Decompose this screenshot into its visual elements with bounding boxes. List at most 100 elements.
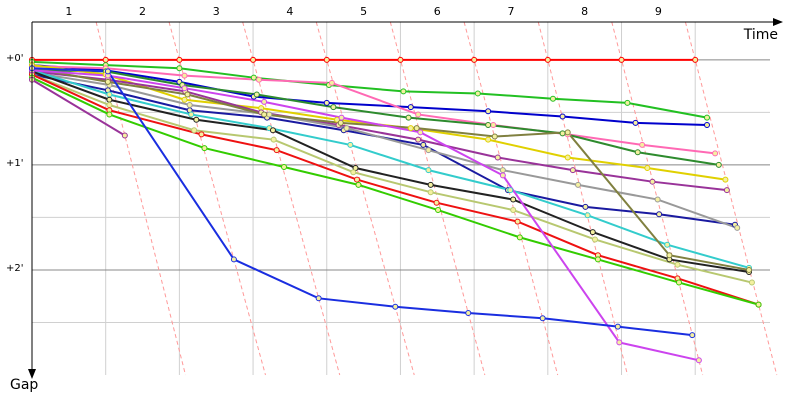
- data-point: [392, 303, 399, 310]
- data-point: [499, 167, 506, 174]
- data-point: [634, 149, 641, 156]
- data-point: [559, 130, 566, 137]
- data-point: [564, 154, 571, 161]
- series-line: [31, 60, 708, 119]
- data-point: [485, 108, 492, 115]
- data-point: [491, 133, 498, 140]
- data-point: [261, 111, 268, 118]
- series-line: [31, 73, 759, 306]
- data-point: [748, 279, 755, 286]
- data-point: [188, 111, 195, 118]
- data-point: [230, 256, 237, 263]
- data-point: [666, 252, 673, 259]
- data-point: [186, 101, 193, 108]
- data-point: [353, 176, 360, 183]
- data-point: [407, 125, 414, 132]
- lap-line: [389, 21, 486, 376]
- data-point: [106, 91, 113, 98]
- x-tick-label: 2: [139, 5, 146, 18]
- data-point: [104, 78, 111, 85]
- data-point: [516, 234, 523, 241]
- data-point: [255, 76, 262, 83]
- data-point: [514, 218, 521, 225]
- data-point: [499, 172, 506, 179]
- data-point: [745, 266, 752, 273]
- data-point: [433, 199, 440, 206]
- data-point: [471, 56, 478, 63]
- data-point: [413, 125, 420, 132]
- data-point: [654, 196, 661, 203]
- data-point: [281, 163, 288, 170]
- data-point: [539, 315, 546, 322]
- x-tick-label: 6: [434, 5, 441, 18]
- data-point: [656, 211, 663, 218]
- series-line: [31, 70, 750, 274]
- x-tick-label: 3: [213, 5, 220, 18]
- series-line: [31, 78, 126, 137]
- data-point: [106, 96, 113, 103]
- data-point: [589, 229, 596, 236]
- x-tick-label: 5: [360, 5, 367, 18]
- data-point: [338, 114, 345, 121]
- data-point: [594, 256, 601, 263]
- data-point: [397, 56, 404, 63]
- data-point: [689, 332, 696, 339]
- data-point: [544, 56, 551, 63]
- data-point: [485, 121, 492, 128]
- data-point: [350, 169, 357, 176]
- data-point: [425, 167, 432, 174]
- x-tick-label: 4: [286, 5, 293, 18]
- x-tick-label: 9: [655, 5, 662, 18]
- data-point: [415, 111, 422, 118]
- data-point: [176, 65, 183, 72]
- data-point: [337, 119, 344, 126]
- data-point: [644, 165, 651, 172]
- data-point: [106, 111, 113, 118]
- data-point: [494, 154, 501, 161]
- data-point: [722, 176, 729, 183]
- data-point: [755, 301, 762, 308]
- data-point: [703, 121, 710, 128]
- data-point: [614, 323, 621, 330]
- lap-line: [95, 21, 187, 376]
- data-point: [270, 136, 277, 143]
- series-line: [31, 65, 716, 155]
- data-point: [176, 56, 183, 63]
- data-point: [569, 167, 576, 174]
- data-point: [184, 91, 191, 98]
- series-line: [31, 69, 750, 269]
- data-point: [624, 99, 631, 106]
- data-point: [102, 56, 109, 63]
- series-line: [31, 67, 693, 337]
- data-point: [649, 178, 656, 185]
- data-point: [420, 141, 427, 148]
- data-point: [474, 90, 481, 97]
- lap-line: [168, 21, 266, 376]
- data-point: [490, 121, 497, 128]
- data-point: [703, 114, 710, 121]
- data-point: [734, 224, 741, 231]
- y-axis-title: Gap: [10, 377, 38, 393]
- data-point: [253, 91, 260, 98]
- data-point: [632, 119, 639, 126]
- data-point: [250, 56, 257, 63]
- data-point: [106, 101, 113, 108]
- data-point: [330, 104, 337, 111]
- data-point: [347, 141, 354, 148]
- lap-line: [684, 21, 778, 376]
- data-point: [191, 127, 198, 134]
- data-point: [181, 96, 188, 103]
- data-point: [584, 212, 591, 219]
- lap-line: [242, 21, 341, 376]
- data-point: [618, 56, 625, 63]
- data-point: [121, 132, 128, 139]
- data-point: [507, 187, 514, 194]
- data-point: [193, 116, 200, 123]
- data-point: [435, 207, 442, 214]
- data-point: [674, 261, 681, 268]
- data-point: [328, 79, 335, 86]
- data-point: [510, 207, 517, 214]
- y-tick-label: +2': [6, 263, 24, 274]
- data-point: [712, 150, 719, 157]
